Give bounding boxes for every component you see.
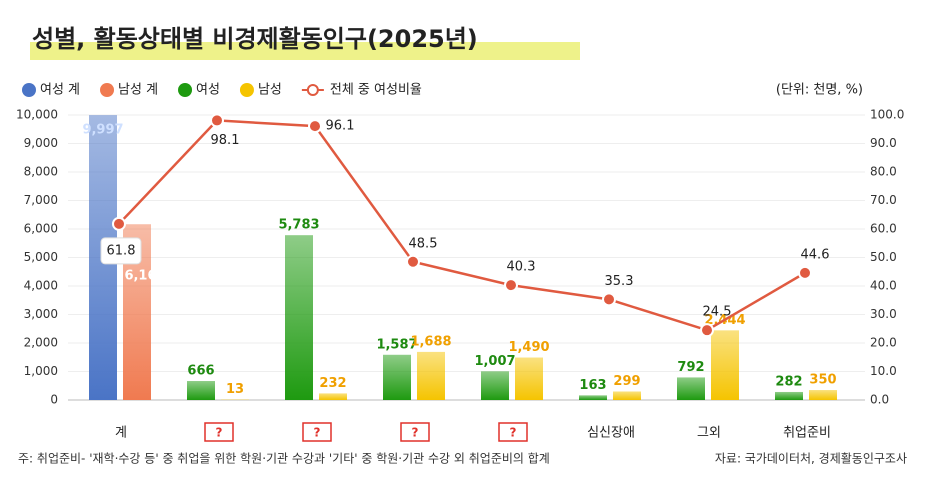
value-label: 9,997	[82, 123, 123, 138]
value-label: 163	[579, 378, 606, 393]
legend-marker	[178, 83, 192, 97]
y-tick-label: 6,000	[24, 222, 58, 236]
legend-marker	[100, 83, 114, 97]
line-point	[701, 324, 713, 336]
bar	[383, 355, 411, 400]
bar	[579, 395, 607, 400]
line-point	[505, 279, 517, 291]
y2-tick-label: 80.0	[870, 165, 897, 179]
legend-marker	[240, 83, 254, 97]
bar	[775, 392, 803, 400]
y-tick-label: 9,000	[24, 136, 58, 150]
line	[119, 120, 805, 330]
y2-tick-label: 0.0	[870, 393, 889, 407]
line-label: 98.1	[211, 133, 240, 148]
value-label: 6,167	[124, 269, 165, 284]
bar	[711, 330, 739, 400]
unit: (단위: 천명, %)	[776, 83, 863, 98]
legend-marker	[308, 85, 318, 95]
line-point	[113, 218, 125, 230]
y-tick-label: 5,000	[24, 250, 58, 264]
y-tick-label: 10,000	[16, 108, 58, 122]
bar	[187, 381, 215, 400]
line-point	[211, 114, 223, 126]
bar	[809, 390, 837, 400]
value-label: 13	[226, 382, 244, 397]
bar	[613, 391, 641, 400]
legend-label: 전체 중 여성비율	[330, 83, 422, 98]
line-label: 61.8	[107, 243, 136, 258]
y-tick-label: 4,000	[24, 279, 58, 293]
bar	[481, 371, 509, 400]
line-label: 44.6	[801, 247, 830, 262]
line-label: 40.3	[507, 260, 536, 275]
value-label: 792	[677, 360, 704, 375]
y-tick-label: 2,000	[24, 336, 58, 350]
x-tick-label: ?	[510, 426, 517, 440]
value-label: 5,783	[278, 218, 319, 233]
value-label: 1,007	[474, 354, 515, 369]
x-tick-label: ?	[314, 426, 321, 440]
legend-label: 남성	[258, 83, 282, 98]
value-label: 282	[775, 374, 802, 389]
source: 자료: 국가데이터처, 경제활동인구조사	[715, 452, 907, 466]
line-point	[799, 267, 811, 279]
x-tick-label: 그외	[697, 426, 721, 441]
y2-tick-label: 50.0	[870, 250, 897, 264]
y2-tick-label: 40.0	[870, 279, 897, 293]
chart-title: 성별, 활동상태별 비경제활동인구(2025년)	[32, 25, 478, 53]
y2-tick-label: 60.0	[870, 222, 897, 236]
legend-label: 여성	[196, 83, 220, 98]
y-tick-label: 3,000	[24, 307, 58, 321]
y2-tick-label: 10.0	[870, 364, 897, 378]
y-tick-label: 1,000	[24, 364, 58, 378]
bar	[417, 352, 445, 400]
line-point	[407, 256, 419, 268]
x-tick-label: 계	[115, 426, 127, 441]
y-tick-label: 8,000	[24, 165, 58, 179]
legend-label: 남성 계	[118, 83, 158, 98]
line-label: 35.3	[605, 274, 634, 289]
x-tick-label: 심신장애	[587, 426, 635, 441]
y2-tick-label: 90.0	[870, 136, 897, 150]
x-tick-label: ?	[216, 426, 223, 440]
line-label: 48.5	[409, 236, 438, 251]
value-label: 1,490	[508, 340, 549, 355]
line-label: 24.5	[703, 305, 732, 320]
value-label: 232	[319, 376, 346, 391]
bar	[319, 393, 347, 400]
note: 주: 취업준비- '재학·수강 등' 중 취업을 위한 학원·기관 수강과 '기…	[18, 452, 550, 466]
value-label: 350	[809, 373, 836, 388]
y-tick-label: 7,000	[24, 193, 58, 207]
x-tick-label: 취업준비	[783, 426, 831, 441]
legend-label: 여성 계	[40, 83, 80, 98]
value-label: 299	[613, 374, 640, 389]
bar	[515, 358, 543, 400]
bar	[677, 377, 705, 400]
y2-tick-label: 30.0	[870, 307, 897, 321]
x-tick-label: ?	[412, 426, 419, 440]
y-tick-label: 0	[50, 393, 58, 407]
y2-tick-label: 100.0	[870, 108, 904, 122]
legend-marker	[22, 83, 36, 97]
bar	[285, 235, 313, 400]
line-point	[309, 120, 321, 132]
value-label: 1,688	[410, 334, 451, 349]
line-label: 96.1	[326, 119, 355, 134]
y2-tick-label: 70.0	[870, 193, 897, 207]
line-point	[603, 293, 615, 305]
y2-tick-label: 20.0	[870, 336, 897, 350]
value-label: 666	[187, 364, 214, 379]
